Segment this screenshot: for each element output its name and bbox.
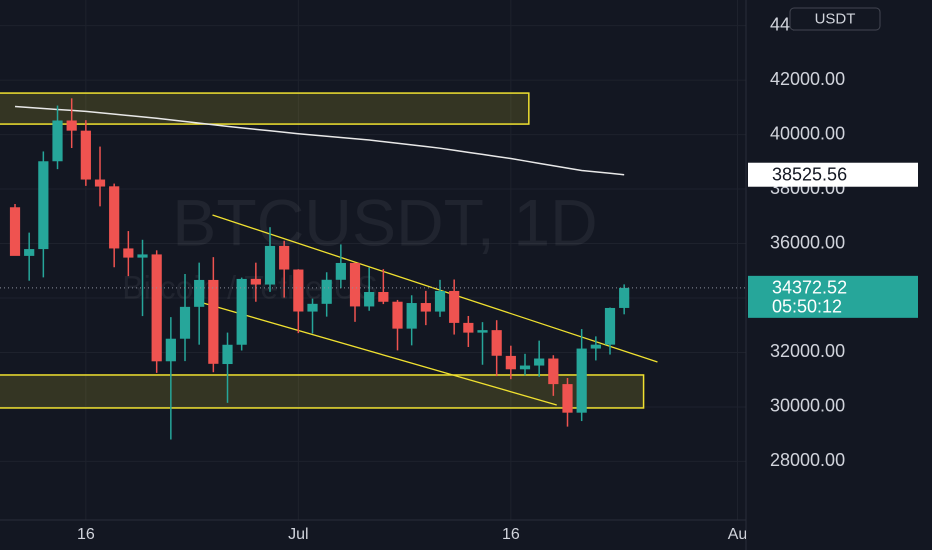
candle-body xyxy=(194,279,205,307)
candle-body xyxy=(562,384,573,413)
last-price-box xyxy=(748,275,918,318)
countdown-label: 05:50:12 xyxy=(772,297,842,317)
candle-body xyxy=(208,279,219,364)
x-tick-label: Jul xyxy=(288,526,308,543)
y-tick-label: 42000.00 xyxy=(770,69,845,89)
price-axis: 28000.0030000.0032000.0034000.0036000.00… xyxy=(770,14,845,470)
candle-body xyxy=(179,306,191,339)
y-tick-label: 40000.00 xyxy=(770,123,845,143)
candle-body xyxy=(123,248,134,258)
candle-body xyxy=(52,120,63,162)
candle-body xyxy=(109,186,120,249)
candle-body xyxy=(392,301,403,329)
candle-body xyxy=(279,245,290,270)
candle-body xyxy=(420,303,431,312)
candle-body xyxy=(307,303,318,312)
candle-body xyxy=(165,338,176,362)
candle-body xyxy=(406,303,417,329)
candle-body xyxy=(491,330,502,356)
candle-body xyxy=(364,292,375,307)
symbol-watermark: BTCUSDT, 1D xyxy=(172,185,597,259)
candle-body xyxy=(463,322,474,333)
time-axis: 16 Jul 16 Au xyxy=(77,526,748,543)
candle-body xyxy=(349,262,361,307)
candle-body xyxy=(548,358,559,385)
y-tick-label: 28000.00 xyxy=(770,450,845,470)
zone xyxy=(0,374,645,409)
trendline xyxy=(212,214,658,363)
candle-body xyxy=(449,290,460,323)
x-tick-label: 16 xyxy=(77,526,95,543)
candle-body xyxy=(576,348,587,413)
candle-body xyxy=(534,358,545,366)
candle-body xyxy=(519,365,531,370)
candle-body xyxy=(137,254,148,258)
candle-body xyxy=(477,330,488,333)
trendline xyxy=(199,301,557,406)
currency-label: USDT xyxy=(815,10,856,27)
zone xyxy=(0,92,530,125)
candle-body xyxy=(66,120,77,131)
candle-body xyxy=(505,355,516,370)
y-tick-label: 36000.00 xyxy=(770,232,845,252)
candle-body xyxy=(293,269,304,312)
y-tick-label: 30000.00 xyxy=(770,396,845,416)
candle-body xyxy=(590,344,601,349)
candle-body xyxy=(250,278,261,285)
ma-price-label: 38525.56 xyxy=(772,164,847,184)
candle-body xyxy=(434,290,446,312)
currency-box xyxy=(789,7,881,31)
x-tick-label: Au xyxy=(728,526,748,543)
candle-body xyxy=(236,278,247,345)
candle-body xyxy=(604,307,616,345)
candle-body xyxy=(9,207,21,256)
candle-body xyxy=(94,179,106,187)
candle-body xyxy=(619,287,630,308)
candle-body xyxy=(321,279,332,304)
candle-body xyxy=(378,292,389,302)
plot-area xyxy=(0,92,746,440)
moving-average xyxy=(14,105,625,176)
y-tick-label: 32000.00 xyxy=(770,341,845,361)
candle-body xyxy=(24,249,35,256)
candle-body xyxy=(151,254,162,362)
candle-body xyxy=(38,161,49,250)
candle-body xyxy=(264,245,276,285)
ma-price-box xyxy=(748,162,918,187)
candle-body xyxy=(80,130,91,180)
x-tick-label: 16 xyxy=(502,526,520,543)
candle-body xyxy=(222,344,233,365)
candle-body xyxy=(335,262,346,280)
last-price-label: 34372.52 xyxy=(772,278,847,298)
